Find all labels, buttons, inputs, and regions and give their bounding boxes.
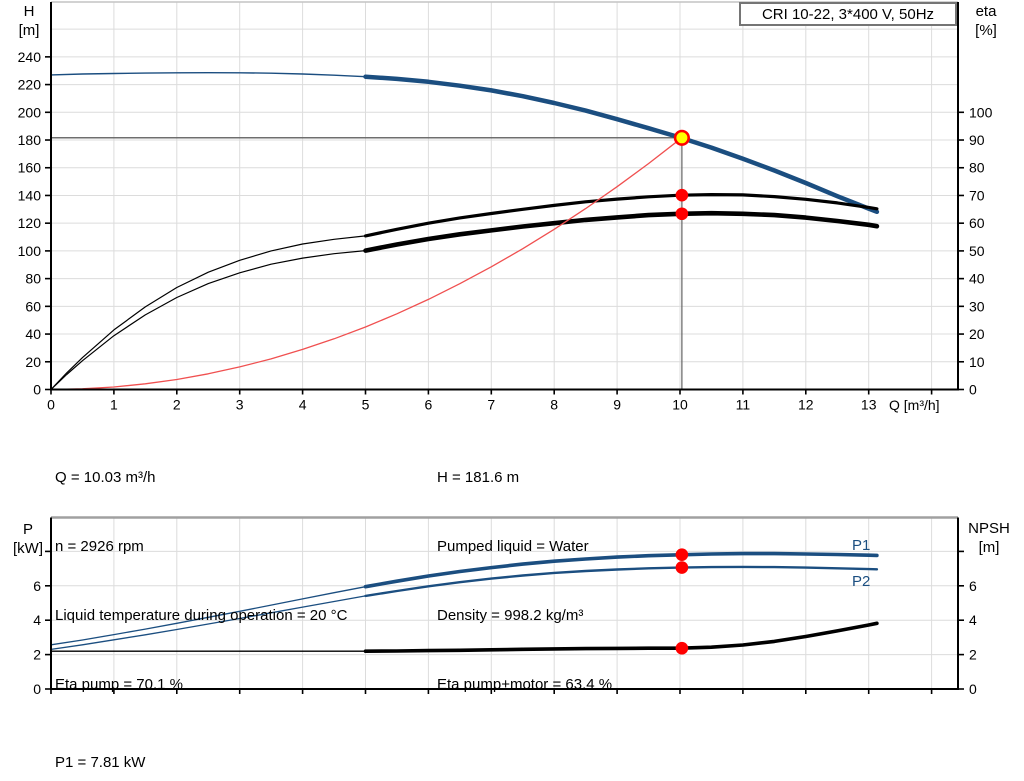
series-p1-thick	[363, 551, 879, 589]
x-tick-label: 9	[613, 397, 621, 413]
y-right-tick-label: 20	[969, 326, 985, 342]
x-tick-label: 3	[236, 397, 244, 413]
q-value-dot	[675, 641, 689, 655]
y-right-tick-label: 60	[969, 215, 985, 231]
y-left-tick-label: 100	[18, 243, 42, 259]
npsh-axis-title: NPSH [m]	[960, 519, 1018, 557]
y-right-tick-label: 2	[969, 647, 977, 663]
y-right-tick-label: 4	[969, 612, 977, 628]
series-eta-pump-motor-thick	[363, 210, 880, 253]
y-right-tick-label: 40	[969, 271, 985, 287]
info-line-eta-pump-motor: Eta pump+motor = 63.4 %	[437, 676, 613, 693]
y-left-tick-label: 120	[18, 215, 42, 231]
q-axis-unit-label: Q [m³/h]	[889, 397, 940, 413]
series-p2-thin	[50, 595, 367, 651]
eta-axis-title: eta [%]	[966, 2, 1006, 40]
x-tick-label: 11	[736, 397, 751, 413]
duty-point-marker[interactable]	[673, 129, 690, 146]
info-line-eta-pump: Eta pump = 70.1 %	[55, 676, 183, 693]
eta-axis-title-name: eta	[975, 3, 997, 20]
power-data-block: P1 = 7.81 kW P2 = 7.063 kW NPSH = 2.37 m	[55, 705, 160, 781]
h-axis-title-name: H	[23, 3, 35, 20]
y-left-tick-label: 180	[18, 132, 42, 148]
pump-title-box: CRI 10-22, 3*400 V, 50Hz	[739, 2, 957, 26]
q-value-dot	[675, 561, 689, 574]
y-left-tick-label: 160	[18, 160, 42, 176]
y-right-tick-label: 50	[969, 243, 985, 259]
y-left-tick-label: 4	[33, 612, 41, 628]
series-head-thick	[363, 74, 880, 215]
y-right-tick-label: 90	[969, 132, 985, 148]
x-tick-label: 12	[798, 397, 814, 413]
y-left-tick-label: 200	[18, 104, 42, 120]
npsh-axis-title-unit: [m]	[978, 539, 1000, 556]
y-right-tick-label: 80	[969, 160, 985, 176]
h-axis-title: H [m]	[10, 2, 48, 40]
q-value-dot	[675, 548, 689, 561]
y-left-tick-label: 80	[25, 271, 41, 287]
series-p2-thick	[364, 565, 879, 598]
info-line-liquid-temp: Liquid temperature during operation = 20…	[55, 607, 348, 624]
y-right-tick-label: 30	[969, 298, 985, 314]
info-line-p1: P1 = 7.81 kW	[55, 754, 146, 771]
q-value-dot	[675, 207, 689, 221]
info-line-n: n = 2926 rpm	[55, 538, 144, 555]
series-eta-pump-thin	[50, 235, 367, 391]
y-right-tick-label: 0	[969, 382, 977, 398]
h-axis-title-unit: [m]	[18, 22, 40, 39]
y-left-tick-label: 40	[25, 326, 41, 342]
x-tick-label: 7	[487, 397, 495, 413]
npsh-axis-title-name: NPSH	[968, 520, 1010, 537]
y-left-tick-label: 20	[25, 354, 41, 370]
y-left-tick-label: 240	[18, 49, 42, 65]
series-head-thin	[50, 72, 367, 78]
y-left-tick-label: 0	[33, 681, 41, 697]
y-left-tick-label: 140	[18, 187, 42, 203]
operating-data-left: Q = 10.03 m³/h n = 2926 rpm Liquid tempe…	[55, 420, 347, 742]
info-line-q: Q = 10.03 m³/h	[55, 469, 156, 486]
info-line-h: H = 181.6 m	[437, 469, 520, 486]
x-tick-label: 6	[425, 397, 433, 413]
y-left-tick-label: 6	[33, 578, 41, 594]
series-p1-thin	[50, 586, 367, 646]
p-axis-title-name: P	[22, 521, 33, 538]
operating-data-right: H = 181.6 m Pumped liquid = Water Densit…	[437, 420, 612, 742]
y-right-tick-label: 0	[969, 681, 977, 697]
x-tick-label: 13	[861, 397, 877, 413]
series-eta-pump-motor-thin	[50, 250, 367, 391]
y-right-tick-label: 100	[969, 104, 993, 120]
y-left-tick-label: 220	[18, 77, 42, 93]
x-tick-label: 5	[362, 397, 370, 413]
y-left-tick-label: 0	[33, 382, 41, 398]
series-label-p1: P1	[852, 537, 870, 554]
y-right-tick-label: 10	[969, 354, 985, 370]
p-axis-title: P [kW]	[6, 520, 50, 558]
x-tick-label: 4	[299, 397, 307, 413]
series-eta-pump-thick	[363, 193, 879, 238]
y-right-tick-label: 70	[969, 187, 985, 203]
x-tick-label: 8	[550, 397, 558, 413]
series-label-p2: P2	[852, 573, 870, 590]
y-left-tick-label: 2	[33, 647, 41, 663]
q-value-dot	[675, 188, 689, 202]
info-line-pumped-liquid: Pumped liquid = Water	[437, 538, 589, 555]
series-system-curve	[50, 137, 683, 391]
x-tick-label: 1	[110, 397, 118, 413]
p-axis-title-unit: [kW]	[13, 540, 43, 557]
y-left-tick-label: 60	[25, 298, 41, 314]
eta-axis-title-unit: [%]	[975, 22, 997, 39]
x-tick-label: 0	[47, 397, 55, 413]
series-npsh-thick	[363, 621, 879, 653]
y-right-tick-label: 6	[969, 578, 977, 594]
x-tick-label: 10	[672, 397, 688, 413]
info-line-density: Density = 998.2 kg/m³	[437, 607, 584, 624]
x-tick-label: 2	[173, 397, 181, 413]
